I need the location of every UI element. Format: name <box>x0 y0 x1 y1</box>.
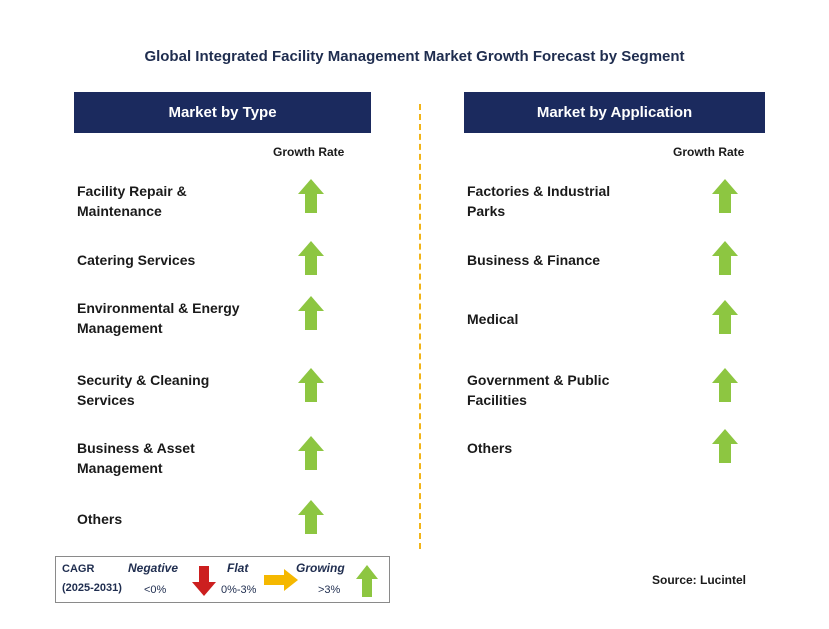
application-segment-label-2: Business & Finance <box>467 252 601 268</box>
panel-divider <box>419 104 421 549</box>
green-up-arrow-icon <box>298 368 324 402</box>
legend-cagr-label: CAGR <box>62 563 95 575</box>
type-panel-header: Market by Type <box>74 92 371 133</box>
cagr-legend: CAGR (2025-2031) Negative <0% Flat 0%-3%… <box>55 556 390 603</box>
chart-title: Global Integrated Facility Management Ma… <box>144 48 685 65</box>
source-credit: Source: Lucintel <box>652 573 747 587</box>
legend-negative-label: Negative <box>128 561 179 575</box>
legend-period-label: (2025-2031) <box>62 582 122 594</box>
type-segment-label-1: Facility Repair & Maintenance <box>77 183 187 219</box>
green-up-arrow-icon <box>298 296 324 330</box>
application-segment-label-1: Factories & Industrial Parks <box>467 183 611 219</box>
type-segment-label-6: Others <box>77 511 123 527</box>
green-up-arrow-icon <box>712 241 738 275</box>
green-up-arrow-icon <box>712 300 738 334</box>
type-growth-rate-label: Growth Rate <box>273 145 345 159</box>
application-segment-label-4: Government & Public Facilities <box>467 372 610 408</box>
legend-growing-range: >3% <box>318 584 341 596</box>
type-segment-label-4: Security & Cleaning Services <box>77 372 210 408</box>
green-up-arrow-icon <box>356 565 378 597</box>
green-up-arrow-icon <box>298 500 324 534</box>
application-panel-header: Market by Application <box>464 92 765 133</box>
green-up-arrow-icon <box>712 179 738 213</box>
legend-negative-range: <0% <box>144 584 167 596</box>
application-segment-label-5: Others <box>467 440 513 456</box>
type-segment-label-2: Catering Services <box>77 252 196 268</box>
green-up-arrow-icon <box>712 368 738 402</box>
legend-flat-label: Flat <box>227 561 249 575</box>
green-up-arrow-icon <box>712 429 738 463</box>
green-up-arrow-icon <box>298 179 324 213</box>
legend-growing-label: Growing <box>296 561 345 575</box>
type-segment-label-5: Business & Asset Management <box>77 440 195 476</box>
green-up-arrow-icon <box>298 436 324 470</box>
green-up-arrow-icon <box>298 241 324 275</box>
red-down-arrow-icon <box>192 566 216 596</box>
orange-right-arrow-icon <box>264 569 298 591</box>
legend-flat-range: 0%-3% <box>221 584 257 596</box>
application-segment-label-3: Medical <box>467 311 519 327</box>
type-segment-label-3: Environmental & Energy Management <box>77 300 240 336</box>
application-growth-rate-label: Growth Rate <box>673 145 745 159</box>
